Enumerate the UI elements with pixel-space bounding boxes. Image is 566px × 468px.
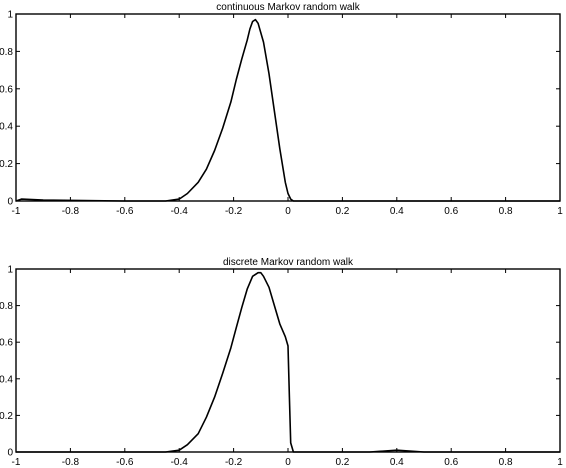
x-tick-label: 0.4: [390, 457, 404, 468]
y-tick-label: 1: [7, 265, 13, 276]
series-line: [15, 18, 560, 202]
chart-panel-discrete: discrete Markov random walk -1 -0.8 -0.6 -0…: [0, 257, 563, 468]
x-tick-label: -0.2: [225, 457, 243, 468]
chart-panel-continuous: continuous Markov random walk -1 -0.8 -0.6…: [0, 2, 563, 217]
series-line: [16, 271, 560, 453]
x-tick-label: -0.8: [62, 457, 80, 468]
x-tick-label: -0.4: [171, 206, 189, 217]
x-tick-label: 0.2: [335, 206, 349, 217]
x-tick-label: 1: [557, 206, 563, 217]
chart-title: continuous Markov random walk: [216, 2, 360, 13]
x-tick-label: 0.2: [335, 457, 349, 468]
x-tick-label: -1: [12, 206, 21, 217]
y-tick-label: 0: [7, 448, 13, 459]
y-tick-label: 1: [7, 10, 13, 21]
chart-title: discrete Markov random walk: [223, 257, 354, 268]
x-tick-label: 0.6: [444, 206, 458, 217]
y-tick-label: 0.8: [0, 47, 13, 58]
x-tick-label: 1: [557, 457, 563, 468]
x-tick-label: -0.6: [116, 206, 134, 217]
y-tick-label: 0: [7, 197, 13, 208]
y-tick-label: 0.4: [0, 122, 13, 133]
x-tick-label: 0.4: [390, 206, 404, 217]
x-tick-label: 0: [285, 206, 291, 217]
x-tick-label: -0.6: [116, 457, 134, 468]
x-tick-label: 0.8: [499, 206, 513, 217]
y-tick-label: 0.8: [0, 301, 13, 312]
x-tick-label: 0.6: [444, 457, 458, 468]
y-tick-label: 0.2: [0, 411, 13, 422]
x-tick-label: -0.8: [62, 206, 80, 217]
x-tick-label: -0.2: [225, 206, 243, 217]
y-tick-label: 0.6: [0, 84, 13, 95]
y-tick-label: 0.6: [0, 338, 13, 349]
x-tick-label: 0: [285, 457, 291, 468]
y-tick-label: 0.4: [0, 374, 13, 385]
y-tick-label: 0.2: [0, 159, 13, 170]
x-tick-label: -0.4: [171, 457, 189, 468]
x-tick-label: 0.8: [499, 457, 513, 468]
x-tick-label: -1: [12, 457, 21, 468]
plot-frame: [15, 13, 561, 202]
